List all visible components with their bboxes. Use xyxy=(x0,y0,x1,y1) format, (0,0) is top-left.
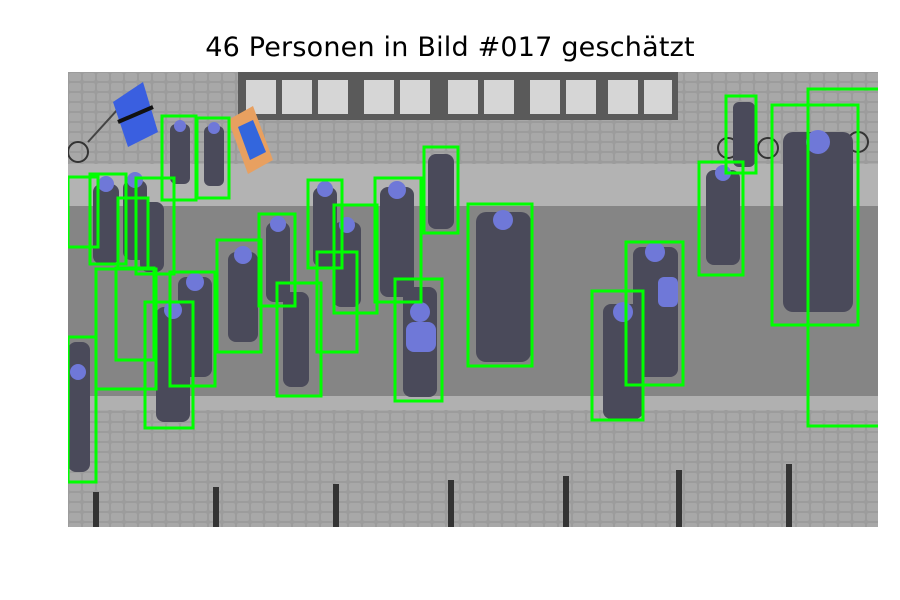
detection-box xyxy=(134,176,176,276)
detection-box xyxy=(373,176,423,304)
detection-box xyxy=(275,281,323,398)
detection-box xyxy=(466,202,534,368)
detection-box xyxy=(68,175,100,249)
detection-box xyxy=(114,266,156,362)
detection-box xyxy=(624,240,685,387)
flag-icon xyxy=(87,82,273,174)
detection-box xyxy=(315,250,359,354)
detection-box xyxy=(160,114,198,202)
detection-box xyxy=(393,277,444,403)
detection-box xyxy=(806,87,878,428)
bollard-icon xyxy=(93,464,792,527)
building-windows xyxy=(246,80,672,114)
detection-box xyxy=(168,270,217,388)
detection-box xyxy=(332,203,379,315)
detection-box xyxy=(215,238,263,354)
detection-box xyxy=(770,103,860,327)
crowd-photo xyxy=(68,72,878,527)
detection-box xyxy=(116,196,150,270)
detection-box xyxy=(195,116,231,200)
lower-plaza xyxy=(68,410,878,527)
detection-box xyxy=(88,172,128,266)
detection-box xyxy=(590,289,645,422)
detection-boxes xyxy=(68,87,878,484)
detection-box xyxy=(94,267,158,391)
detection-box xyxy=(306,178,344,270)
detection-box xyxy=(422,145,460,235)
detection-box xyxy=(724,94,758,175)
street-scene xyxy=(68,72,878,527)
detection-box xyxy=(68,335,98,484)
figure-title: 46 Personen in Bild #017 geschätzt xyxy=(205,32,695,63)
detection-box xyxy=(697,160,745,277)
lower-curb xyxy=(68,396,878,410)
